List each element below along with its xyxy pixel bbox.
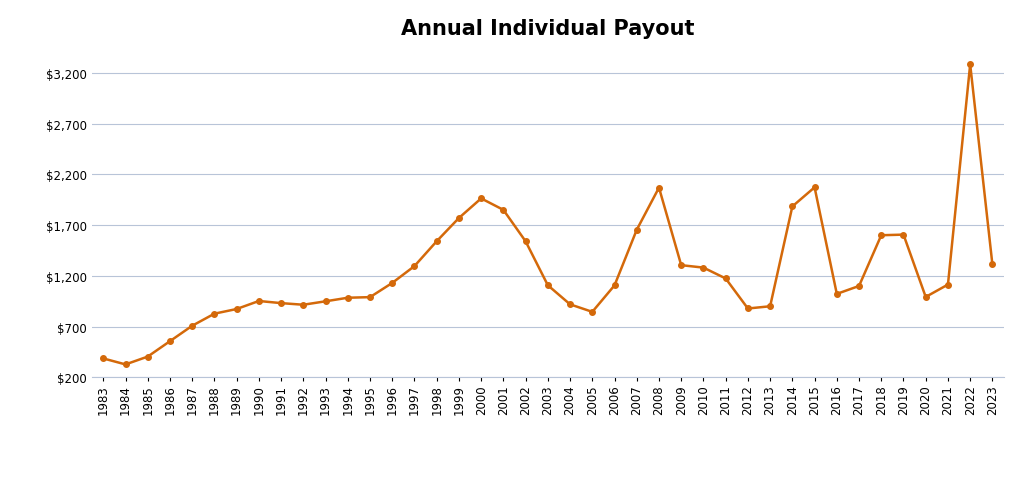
Title: Annual Individual Payout: Annual Individual Payout bbox=[401, 18, 694, 39]
